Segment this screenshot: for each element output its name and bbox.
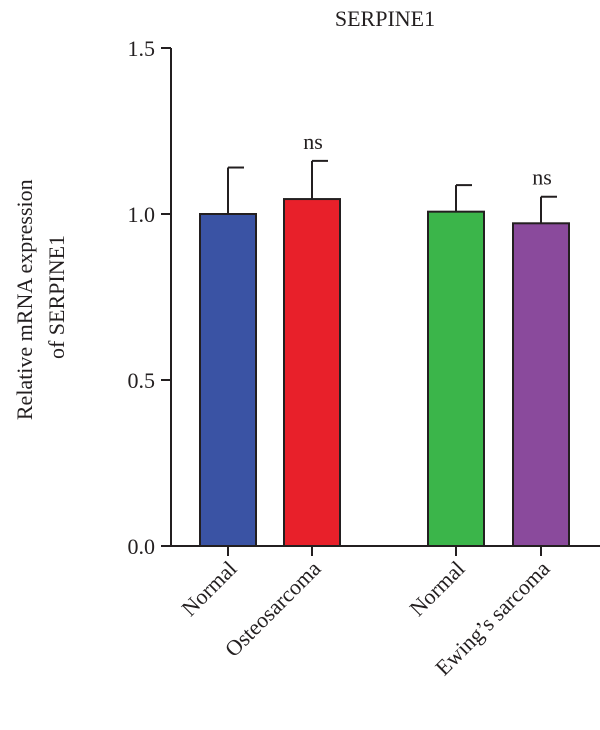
y-tick-label: 1.5 xyxy=(128,36,156,61)
x-tick-label: Normal xyxy=(404,556,469,621)
y-axis-label-line-1: Relative mRNA expression xyxy=(12,179,37,420)
y-tick-label: 1.0 xyxy=(128,202,156,227)
x-tick-label: Normal xyxy=(176,556,241,621)
y-axis-label-line-2: of SERPINE1 xyxy=(44,235,69,359)
y-tick-label: 0.5 xyxy=(128,368,156,393)
chart-title: SERPINE1 xyxy=(335,6,435,31)
bar xyxy=(427,210,485,547)
significance-label: ns xyxy=(303,129,323,154)
y-tick-label: 0.0 xyxy=(128,534,156,559)
significance-label: ns xyxy=(532,165,552,190)
bar xyxy=(512,222,570,548)
bar xyxy=(283,198,341,547)
bar xyxy=(199,213,257,547)
y-axis-label: Relative mRNA expression of SERPINE1 xyxy=(12,174,69,420)
